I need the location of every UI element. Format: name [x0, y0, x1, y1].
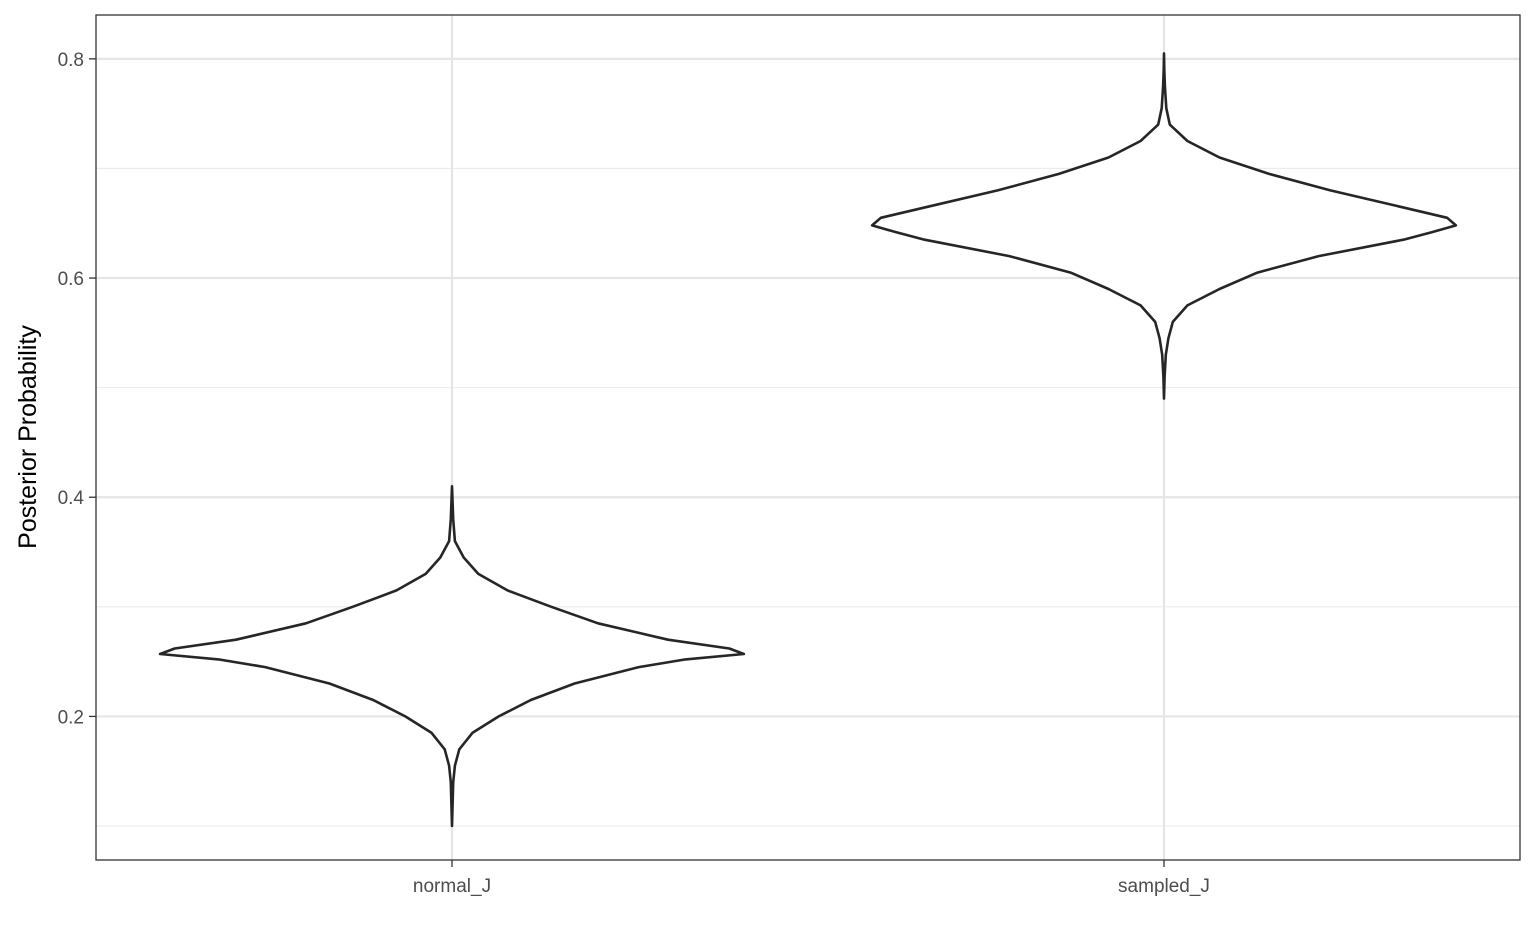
violin-sampled_J	[870, 52, 1458, 400]
x-tick-label-1: sampled_J	[1118, 876, 1210, 897]
x-tick-label-0: normal_J	[413, 876, 491, 897]
plot-panel	[96, 15, 1520, 860]
y-axis-title: Posterior Probability	[14, 325, 42, 549]
y-tick-label-0: 0.2	[58, 707, 84, 728]
plot-border	[95, 14, 1521, 861]
violin-normal_J	[158, 485, 746, 828]
y-tick-label-1: 0.4	[58, 488, 85, 509]
axes: 0.2 0.4 0.6 0.8 normal_J sampled_J	[58, 50, 1210, 897]
y-tick-label-3: 0.8	[58, 50, 84, 71]
y-tick-label-2: 0.6	[58, 269, 84, 290]
violins	[158, 52, 1458, 828]
grid-lines	[96, 15, 1520, 860]
